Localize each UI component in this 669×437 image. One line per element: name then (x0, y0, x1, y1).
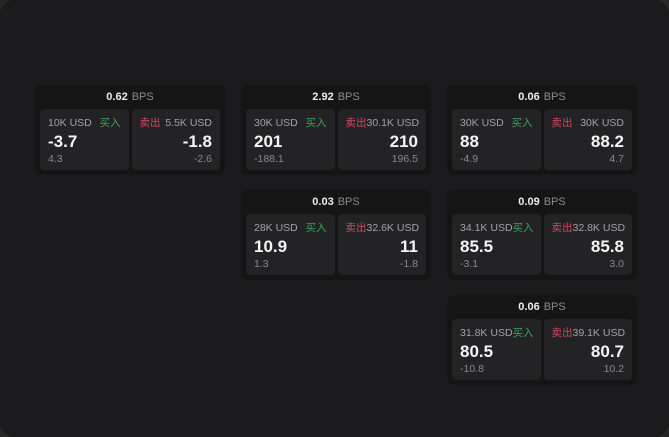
buy-price: 85.5 (460, 237, 494, 256)
buy-panel[interactable]: 34.1K USD 买入 85.5 -3.1 (452, 214, 541, 275)
buy-side-label: 买入 (305, 117, 327, 129)
bps-value: 0.09 (518, 196, 540, 208)
buy-amount: 28K USD (254, 221, 298, 234)
bps-value: 0.03 (312, 196, 334, 208)
bps-unit-label: BPS (131, 91, 154, 103)
buy-delta: 1.3 (254, 258, 269, 270)
sell-delta: -1.8 (399, 258, 418, 270)
sell-panel[interactable]: 卖出 32.6K USD 11 -1.8 (337, 214, 426, 275)
bps-value: 0.06 (518, 91, 540, 103)
quote-card: 0.06 BPS 31.8K USD 买入 80.5 -10.8 卖出 39.1… (447, 295, 637, 385)
buy-side-label: 买入 (512, 222, 534, 234)
bps-header: 0.06 BPS (447, 295, 637, 317)
buy-amount: 10K USD (48, 116, 92, 129)
sell-side-label: 卖出 (551, 117, 573, 129)
buy-price: -3.7 (48, 132, 78, 151)
quote-card: 0.09 BPS 34.1K USD 买入 85.5 -3.1 卖出 32.8K… (447, 190, 637, 280)
sell-amount: 32.8K USD (572, 221, 626, 234)
buy-price: 201 (254, 132, 283, 151)
bps-unit-label: BPS (543, 91, 566, 103)
quote-card: 0.62 BPS 10K USD 买入 -3.7 4.3 卖出 5.5K USD (35, 85, 225, 175)
sell-delta: 10.2 (603, 363, 624, 375)
buy-delta: -188.1 (254, 153, 284, 165)
buy-delta: 4.3 (48, 153, 63, 165)
bps-header: 2.92 BPS (241, 85, 431, 107)
bps-unit-label: BPS (543, 196, 566, 208)
buy-amount: 31.8K USD (460, 326, 513, 339)
bps-unit-label: BPS (543, 301, 566, 313)
buy-price: 88 (460, 132, 479, 151)
quote-card: 0.06 BPS 30K USD 买入 88 -4.9 卖出 30K USD (447, 85, 637, 175)
sell-panel[interactable]: 卖出 30K USD 88.2 4.7 (543, 109, 632, 170)
buy-panel[interactable]: 31.8K USD 买入 80.5 -10.8 (452, 319, 541, 380)
sell-amount: 30K USD (580, 116, 624, 129)
quote-card: 0.03 BPS 28K USD 买入 10.9 1.3 卖出 32.6K US… (241, 190, 431, 280)
sell-price: -1.8 (182, 132, 212, 151)
buy-delta: -4.9 (460, 153, 479, 165)
sell-price: 88.2 (590, 132, 624, 151)
bps-header: 0.06 BPS (447, 85, 637, 107)
sell-amount: 39.1K USD (572, 326, 626, 339)
buy-amount: 30K USD (460, 116, 504, 129)
quote-cards-grid: 0.62 BPS 10K USD 买入 -3.7 4.3 卖出 5.5K USD (35, 85, 637, 385)
buy-sell-panels: 10K USD 买入 -3.7 4.3 卖出 5.5K USD -1.8 -2.… (35, 107, 225, 175)
sell-amount: 32.6K USD (366, 221, 420, 234)
sell-delta: -2.6 (193, 153, 212, 165)
sell-amount: 30.1K USD (366, 116, 420, 129)
buy-amount: 30K USD (254, 116, 298, 129)
sell-side-label: 卖出 (345, 117, 367, 129)
buy-price: 10.9 (254, 237, 288, 256)
buy-price: 80.5 (460, 342, 494, 361)
sell-panel[interactable]: 卖出 39.1K USD 80.7 10.2 (543, 319, 632, 380)
bps-value: 2.92 (312, 91, 334, 103)
buy-panel[interactable]: 30K USD 买入 201 -188.1 (246, 109, 335, 170)
sell-panel[interactable]: 卖出 5.5K USD -1.8 -2.6 (131, 109, 220, 170)
bps-header: 0.09 BPS (447, 190, 637, 212)
quote-card: 2.92 BPS 30K USD 买入 201 -188.1 卖出 30.1K … (241, 85, 431, 175)
sell-side-label: 卖出 (345, 222, 367, 234)
buy-side-label: 买入 (99, 117, 121, 129)
sell-side-label: 卖出 (551, 327, 573, 339)
sell-side-label: 卖出 (551, 222, 573, 234)
sell-price: 85.8 (590, 237, 624, 256)
buy-delta: -10.8 (460, 363, 484, 375)
buy-side-label: 买入 (512, 327, 534, 339)
bps-header: 0.03 BPS (241, 190, 431, 212)
buy-sell-panels: 31.8K USD 买入 80.5 -10.8 卖出 39.1K USD 80.… (447, 317, 637, 385)
buy-panel[interactable]: 28K USD 买入 10.9 1.3 (246, 214, 335, 275)
sell-delta: 196.5 (391, 153, 418, 165)
bps-unit-label: BPS (337, 196, 360, 208)
buy-side-label: 买入 (511, 117, 533, 129)
buy-panel[interactable]: 30K USD 买入 88 -4.9 (452, 109, 541, 170)
sell-price: 11 (400, 237, 418, 256)
bps-value: 0.06 (518, 301, 540, 313)
sell-panel[interactable]: 卖出 32.8K USD 85.8 3.0 (543, 214, 632, 275)
bps-unit-label: BPS (337, 91, 360, 103)
sell-side-label: 卖出 (139, 117, 161, 129)
buy-sell-panels: 30K USD 买入 201 -188.1 卖出 30.1K USD 210 1… (241, 107, 431, 175)
bps-header: 0.62 BPS (35, 85, 225, 107)
bps-value: 0.62 (106, 91, 128, 103)
sell-delta: 4.7 (609, 153, 624, 165)
buy-sell-panels: 30K USD 买入 88 -4.9 卖出 30K USD 88.2 4.7 (447, 107, 637, 175)
buy-sell-panels: 34.1K USD 买入 85.5 -3.1 卖出 32.8K USD 85.8… (447, 212, 637, 280)
sell-price: 210 (389, 132, 418, 151)
buy-amount: 34.1K USD (460, 221, 513, 234)
buy-side-label: 买入 (305, 222, 327, 234)
sell-price: 80.7 (590, 342, 624, 361)
buy-panel[interactable]: 10K USD 买入 -3.7 4.3 (40, 109, 129, 170)
sell-delta: 3.0 (609, 258, 624, 270)
sell-panel[interactable]: 卖出 30.1K USD 210 196.5 (337, 109, 426, 170)
buy-delta: -3.1 (460, 258, 479, 270)
buy-sell-panels: 28K USD 买入 10.9 1.3 卖出 32.6K USD 11 -1.8 (241, 212, 431, 280)
sell-amount: 5.5K USD (165, 116, 212, 129)
